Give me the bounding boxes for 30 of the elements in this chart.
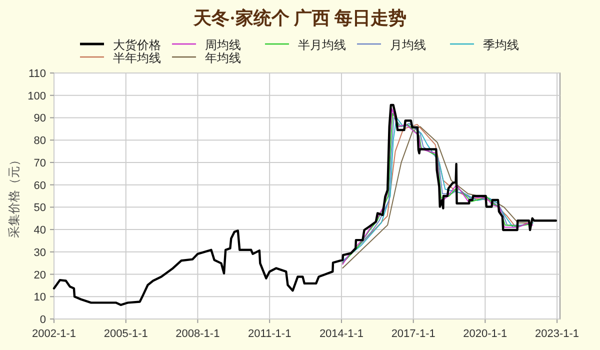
y-tick-label: 20 bbox=[34, 269, 46, 282]
x-tick-label: 2017-1-1 bbox=[391, 328, 436, 340]
x-tick-label: 2005-1-1 bbox=[104, 328, 148, 340]
legend-label: 季均线 bbox=[483, 38, 519, 52]
y-tick-label: 80 bbox=[34, 135, 46, 148]
legend-label: 半月均线 bbox=[298, 38, 346, 52]
y-tick-label: 30 bbox=[34, 246, 46, 259]
legend-label: 年均线 bbox=[205, 51, 241, 65]
legend-label: 月均线 bbox=[390, 38, 426, 52]
x-tick-label: 2014-1-1 bbox=[319, 328, 364, 340]
y-tick-label: 110 bbox=[28, 68, 46, 80]
chart-title: 天冬·家统个 广西 每日走势 bbox=[192, 8, 407, 28]
y-tick-label: 10 bbox=[34, 292, 46, 304]
legend-label: 大货价格 bbox=[113, 38, 161, 52]
x-tick-label: 2020-1-1 bbox=[463, 328, 508, 340]
legend-label: 周均线 bbox=[205, 38, 241, 52]
x-tick-label: 2002-1-1 bbox=[32, 328, 76, 340]
y-tick-label: 100 bbox=[28, 90, 46, 102]
y-tick-label: 0 bbox=[40, 314, 46, 326]
y-tick-label: 60 bbox=[34, 180, 46, 192]
y-tick-label: 50 bbox=[34, 202, 46, 214]
y-tick-label: 70 bbox=[34, 157, 46, 170]
x-tick-label: 2008-1-1 bbox=[176, 328, 220, 340]
legend-label: 半年均线 bbox=[113, 51, 161, 65]
y-axis-title: 采集价格（元） bbox=[7, 154, 21, 238]
y-tick-label: 40 bbox=[34, 224, 46, 237]
x-tick-label: 2011-1-1 bbox=[248, 328, 292, 340]
line-series bbox=[52, 104, 558, 306]
y-tick-label: 90 bbox=[34, 112, 46, 125]
x-tick-label: 2023-1-1 bbox=[535, 328, 580, 340]
